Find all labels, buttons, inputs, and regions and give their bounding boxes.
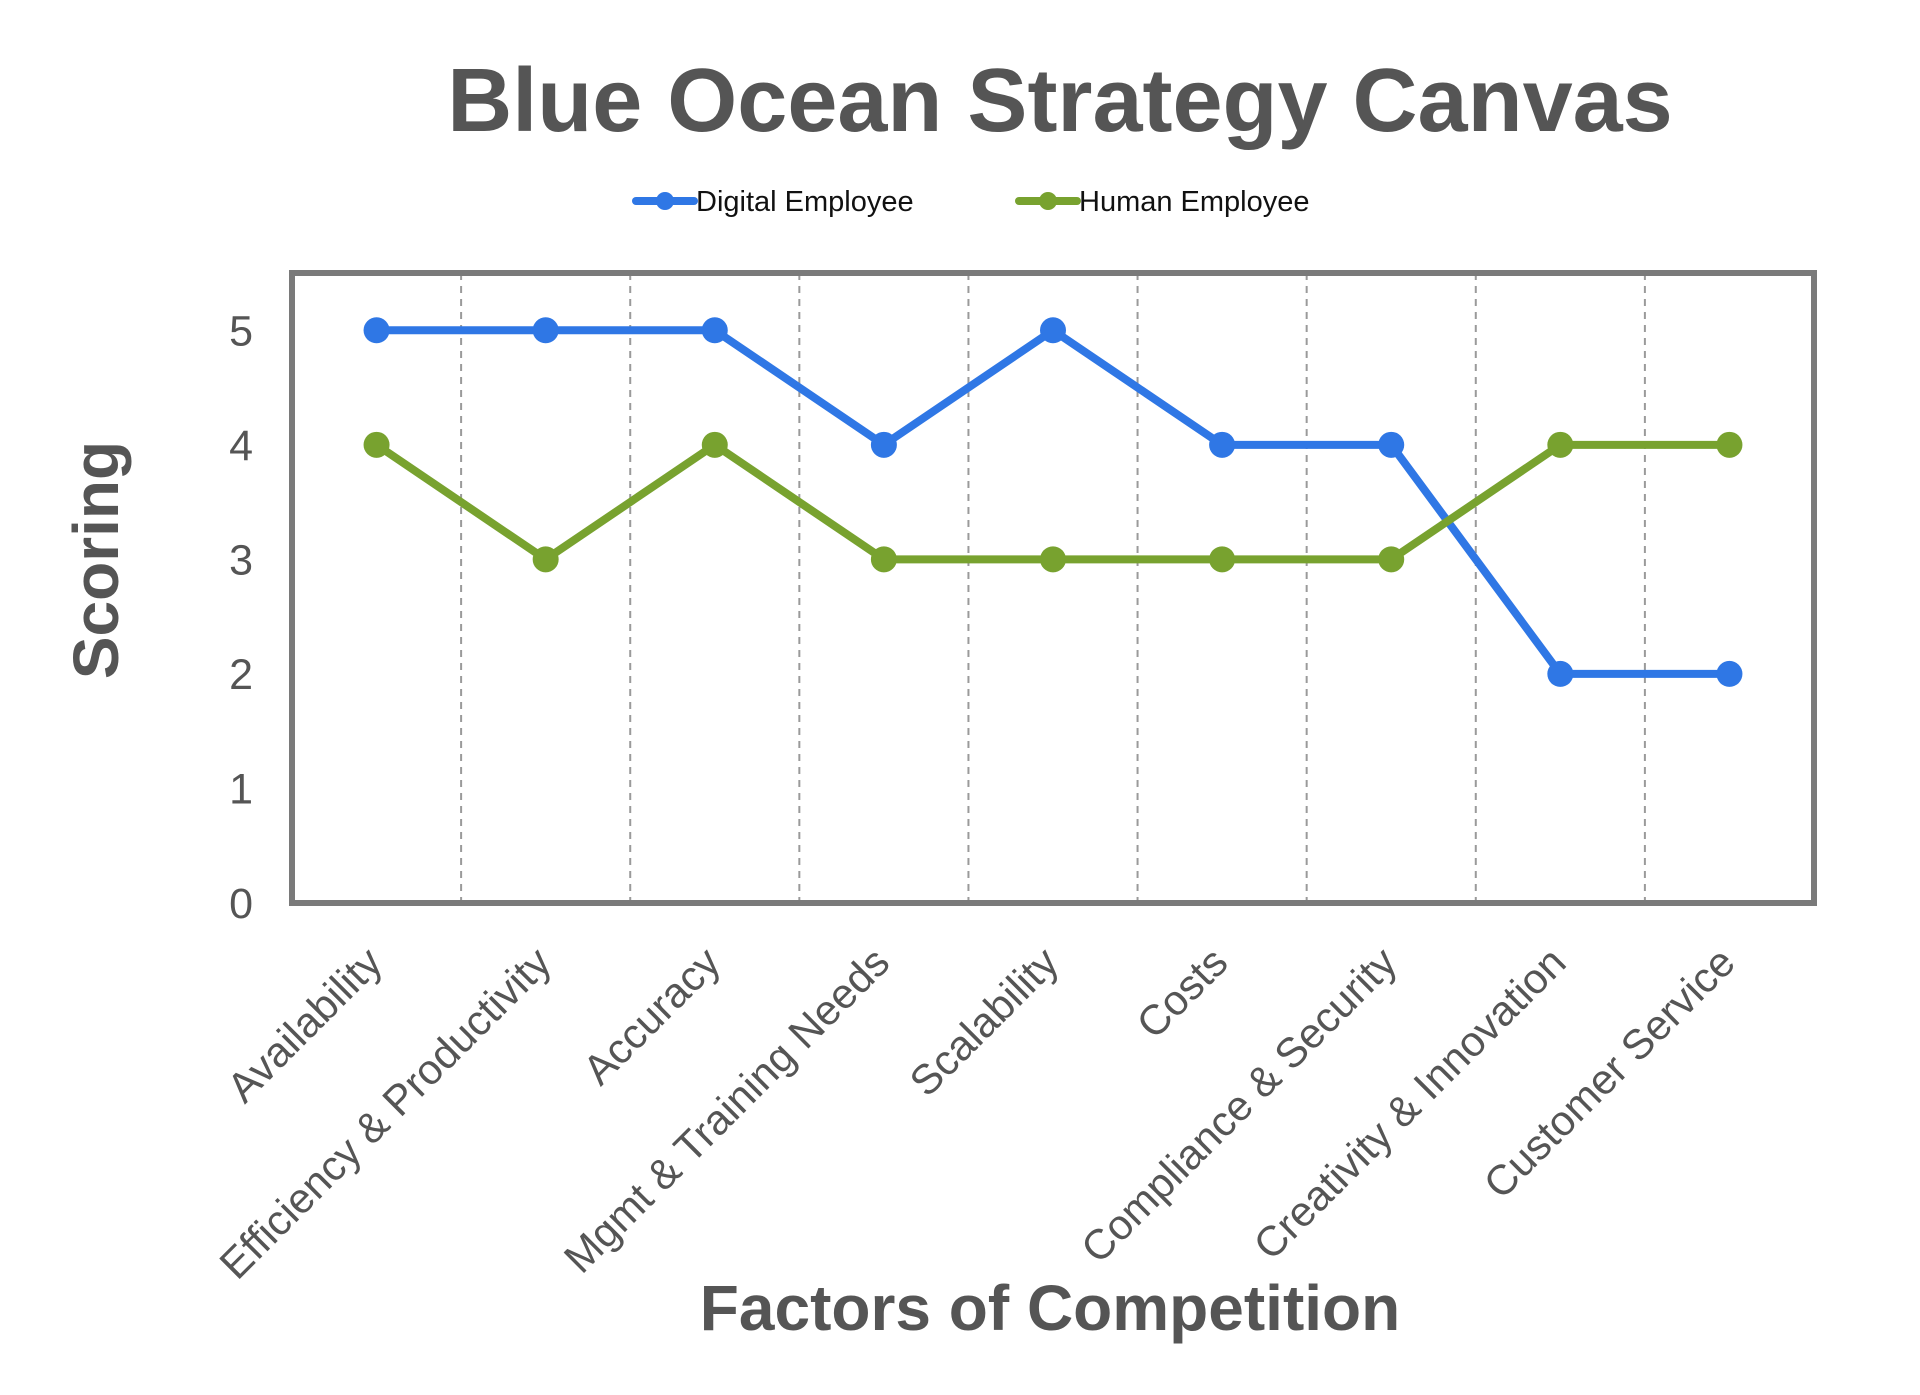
data-point: [1209, 546, 1236, 573]
legend-label: Human Employee: [1079, 186, 1310, 218]
legend-swatch-marker: [1039, 192, 1057, 210]
y-axis-title: Scoring: [60, 441, 132, 679]
y-tick-label: 3: [229, 536, 253, 584]
data-point: [532, 546, 559, 573]
data-point: [1040, 546, 1066, 573]
data-point: [532, 317, 559, 344]
series-group: [363, 431, 1743, 573]
x-tick-label: Costs: [1127, 938, 1236, 1047]
x-tick-label: Scalability: [900, 938, 1067, 1105]
data-point: [363, 431, 390, 458]
data-point: [1716, 660, 1743, 687]
series-line: [372, 440, 1734, 564]
plot-area-frame: [289, 270, 1817, 906]
x-tick-label: Availability: [218, 938, 391, 1111]
y-tick-label: 2: [229, 651, 253, 699]
series-line: [372, 326, 1734, 678]
data-point: [701, 431, 728, 458]
y-axis-ticks: 0 1 2 3 4 5: [229, 307, 253, 928]
data-point: [1547, 660, 1574, 687]
y-tick-label: 5: [229, 307, 253, 355]
x-tick-label: Mgmt & Training Needs: [555, 938, 899, 1282]
series-group: [363, 317, 1743, 687]
x-tick-label: Accuracy: [574, 938, 729, 1093]
y-tick-label: 0: [229, 880, 253, 928]
y-tick-label: 4: [229, 422, 253, 470]
data-point: [1378, 431, 1405, 458]
data-point: [870, 546, 897, 573]
data-point: [363, 317, 390, 344]
x-axis-title: Factors of Competition: [700, 1272, 1400, 1344]
x-tick-label: Efficiency & Productivity: [210, 938, 560, 1288]
series-layer: [363, 317, 1743, 687]
data-point: [1716, 431, 1743, 458]
gridlines: [460, 273, 1646, 903]
legend: Digital Employee Human Employee: [632, 186, 1310, 218]
data-point: [870, 431, 897, 458]
chart-title: Blue Ocean Strategy Canvas: [447, 51, 1673, 151]
data-point: [701, 317, 728, 344]
data-point: [1378, 546, 1405, 573]
legend-label: Digital Employee: [696, 186, 914, 218]
x-tick-label: Compliance & Security: [1072, 938, 1406, 1272]
data-point: [1209, 431, 1236, 458]
x-tick-label: Creativity & Innovation: [1244, 938, 1574, 1268]
y-tick-label: 1: [229, 765, 253, 813]
data-point: [1547, 431, 1574, 458]
legend-swatch-marker: [656, 192, 674, 210]
data-point: [1040, 317, 1066, 344]
